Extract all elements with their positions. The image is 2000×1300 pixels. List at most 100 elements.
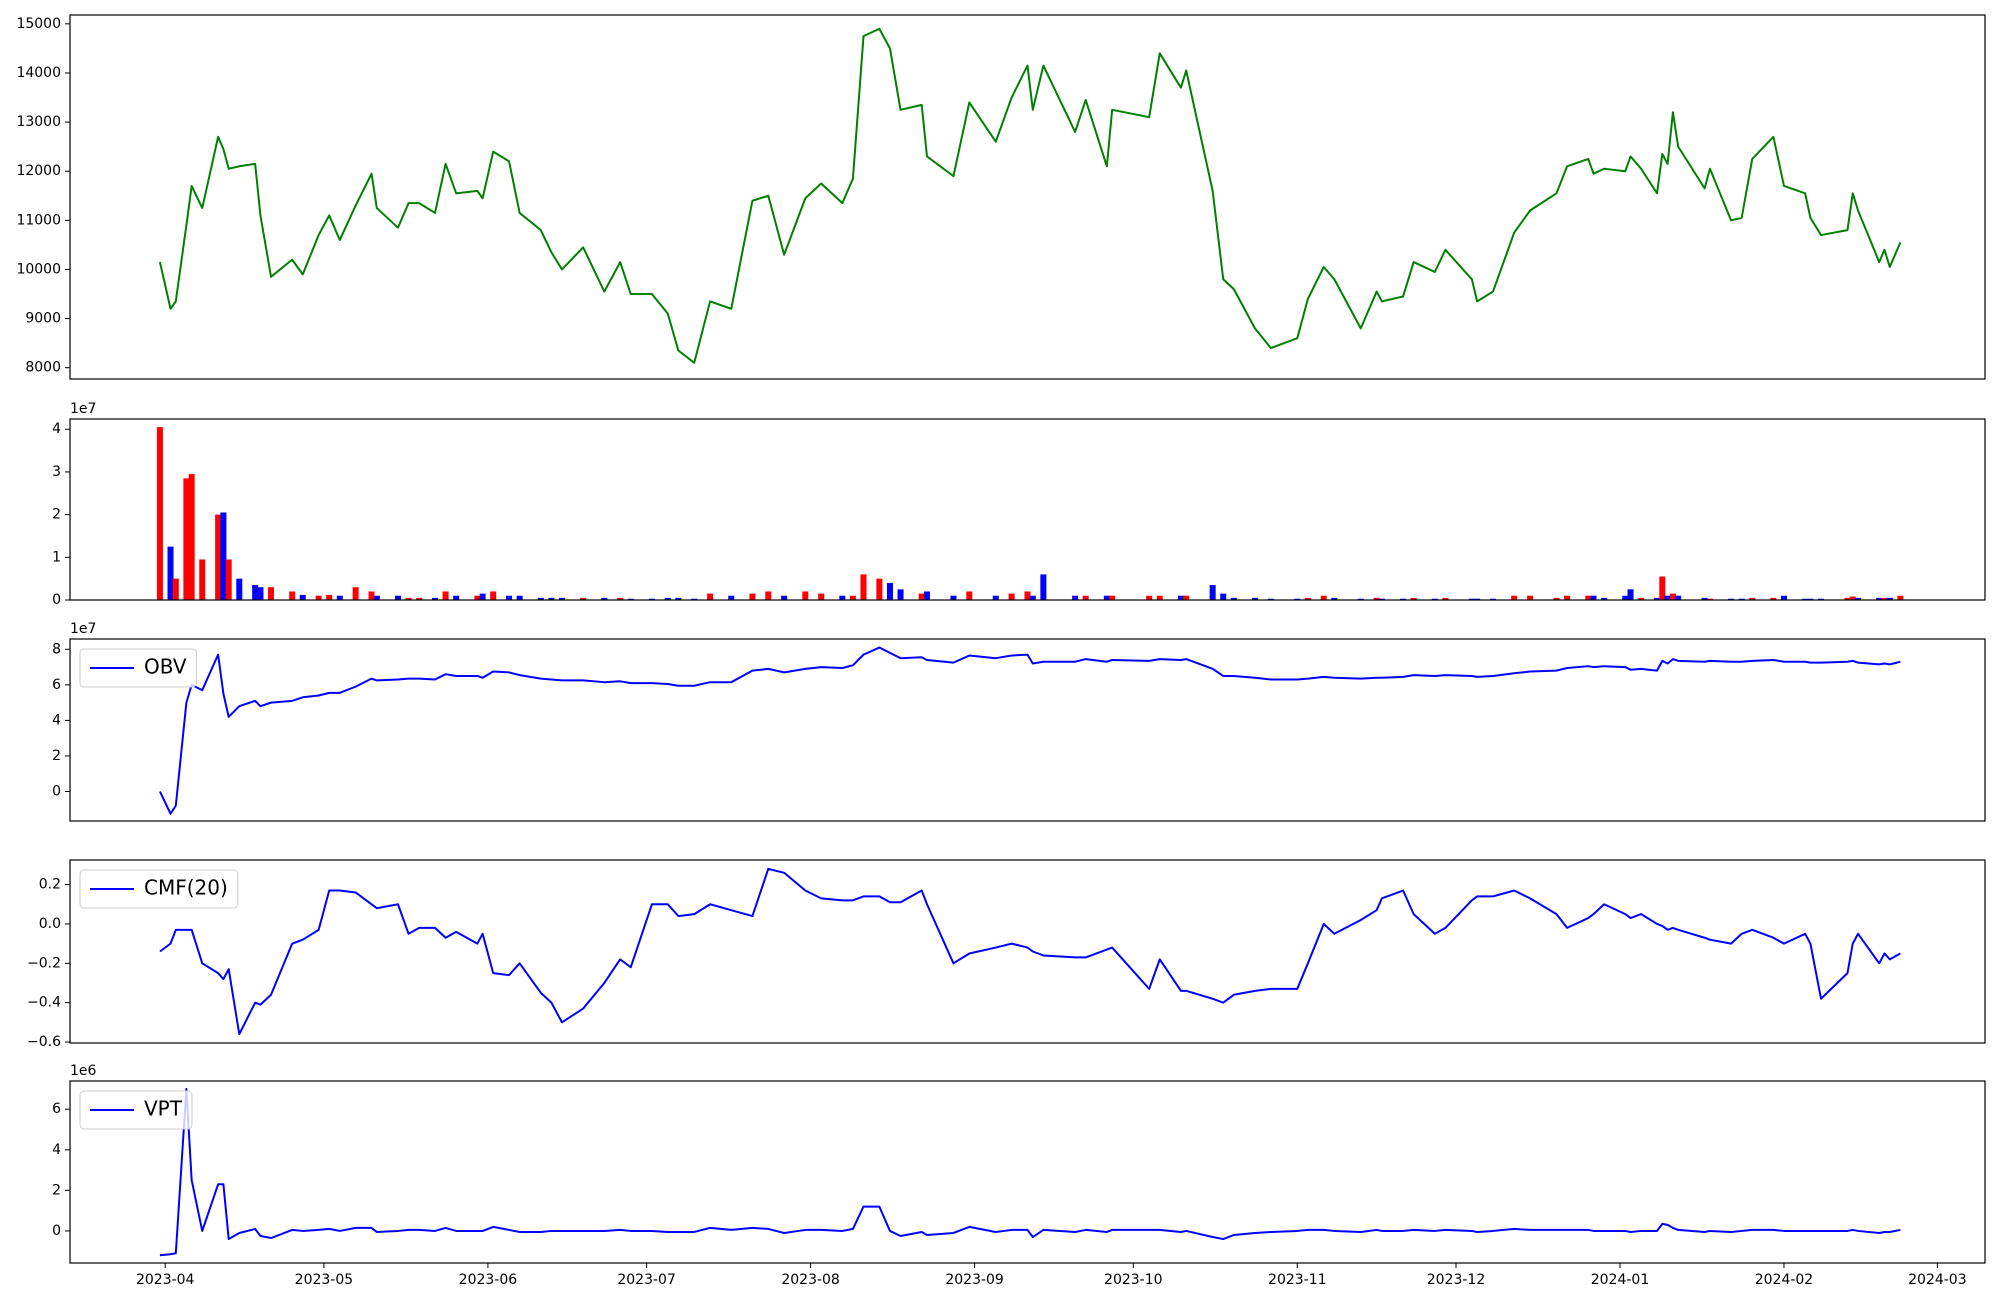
bar — [839, 595, 846, 600]
bar — [765, 591, 772, 600]
bar — [992, 595, 999, 600]
y-tick-label: 6 — [52, 677, 61, 693]
legend: VPT — [79, 1090, 193, 1130]
y-tick-label: 8000 — [25, 360, 61, 376]
y-tick-label: −0.6 — [27, 1034, 61, 1050]
x-tick-label: 2023-07 — [617, 1272, 676, 1288]
y-tick-label: 12000 — [16, 163, 61, 179]
bar — [548, 597, 555, 600]
x-tick-label: 2024-01 — [1591, 1272, 1650, 1288]
bar — [1527, 595, 1534, 600]
y-tick-label: 2 — [52, 507, 61, 523]
bar — [432, 597, 439, 600]
bar — [167, 546, 174, 600]
bar — [1024, 591, 1031, 600]
bar — [225, 559, 232, 600]
bar — [580, 597, 587, 600]
bar — [1251, 597, 1258, 600]
x-tick-label: 2023-08 — [781, 1272, 840, 1288]
bar — [1230, 597, 1237, 600]
axes-frame — [69, 1080, 1986, 1264]
bar — [1109, 595, 1116, 600]
y-tick-label: 0.2 — [39, 877, 61, 893]
bar — [1802, 598, 1809, 600]
bar — [749, 593, 756, 600]
bar — [728, 595, 735, 600]
bar — [516, 595, 523, 600]
x-tick-label: 2023-10 — [1104, 1272, 1163, 1288]
bar — [1040, 574, 1047, 600]
bar — [289, 591, 296, 600]
bar — [299, 594, 306, 600]
bar — [1738, 598, 1745, 600]
bar — [1320, 595, 1327, 600]
legend: CMF(20) — [79, 869, 239, 909]
bar — [918, 593, 925, 600]
bar — [1410, 597, 1417, 600]
y-tick-label: 0.0 — [39, 916, 61, 932]
x-tick-label: 2023-11 — [1268, 1272, 1327, 1288]
legend-frame — [79, 1090, 193, 1130]
bar — [1669, 593, 1676, 600]
y-tick-label: 3 — [52, 464, 61, 480]
bar — [1701, 597, 1708, 600]
y-tick-label: 0 — [52, 1223, 61, 1239]
bar — [1780, 595, 1787, 600]
legend-frame — [79, 648, 198, 688]
x-tick-label: 2023-05 — [295, 1272, 354, 1288]
legend-label: CMF(20) — [144, 876, 228, 900]
line — [158, 27, 1902, 364]
bar — [326, 594, 333, 600]
axes-frame — [69, 418, 1986, 601]
y-tick-label: 2 — [52, 748, 61, 764]
bar — [707, 593, 714, 600]
bar — [1849, 596, 1856, 600]
bar — [849, 595, 856, 600]
bar — [1728, 598, 1735, 600]
bar — [172, 578, 179, 600]
bar — [1267, 598, 1274, 600]
y-tick-label: 9000 — [25, 311, 61, 327]
bar — [416, 597, 423, 600]
bar — [394, 595, 401, 600]
bar — [617, 597, 624, 600]
bar — [781, 595, 788, 600]
bar — [1442, 597, 1449, 600]
bar — [1177, 595, 1184, 600]
bar — [336, 595, 343, 600]
bar — [453, 595, 460, 600]
bar — [373, 595, 380, 600]
bar — [558, 597, 565, 600]
bar — [188, 474, 195, 600]
bar — [627, 598, 634, 600]
bar — [506, 595, 513, 600]
y-tick-label: 10000 — [16, 261, 61, 277]
bar — [1876, 597, 1883, 600]
y-tick-label: 13000 — [16, 114, 61, 130]
bar — [1490, 598, 1497, 600]
bar — [1082, 595, 1089, 600]
bar — [1590, 595, 1597, 600]
y-tick-label: −0.2 — [27, 955, 61, 971]
bar — [1881, 597, 1888, 600]
bar — [490, 591, 497, 600]
bar — [1378, 598, 1385, 600]
bar — [156, 427, 163, 600]
bar — [1886, 597, 1893, 600]
bar — [1664, 595, 1671, 600]
bar — [1897, 595, 1904, 600]
bar — [183, 478, 190, 600]
bar — [1294, 598, 1301, 600]
bar — [1029, 595, 1036, 600]
y-tick-label: 8 — [52, 641, 61, 657]
bar — [950, 595, 957, 600]
x-tick-label: 2023-06 — [459, 1272, 518, 1288]
bar — [1331, 597, 1338, 600]
y-tick-label: 4 — [52, 1142, 61, 1158]
bar — [1209, 585, 1216, 600]
offset-label: 1e7 — [70, 621, 96, 637]
bar — [474, 595, 481, 600]
bar — [1511, 595, 1518, 600]
bar — [1675, 595, 1682, 600]
y-tick-label: 14000 — [16, 65, 61, 81]
